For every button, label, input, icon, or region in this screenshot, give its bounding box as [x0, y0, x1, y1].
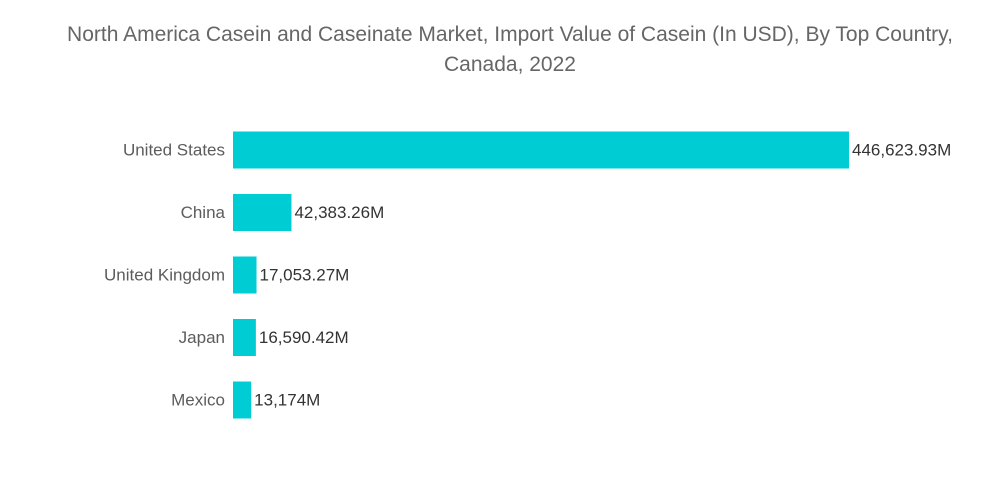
- bar-united-kingdom: [233, 256, 257, 294]
- category-label-china: China: [181, 203, 226, 222]
- bar-united-states: [233, 131, 849, 169]
- category-label-japan: Japan: [179, 328, 225, 347]
- bar-japan: [233, 319, 256, 356]
- category-labels: United States China United Kingdom Japan Mex…: [104, 141, 226, 410]
- value-label-china: 42,383.26M: [294, 203, 384, 222]
- value-labels: 446,623.93M 42,383.26M 17,053.27M 16,590.42…: [254, 141, 951, 410]
- value-label-united-kingdom: 17,053.27M: [260, 266, 350, 285]
- category-label-united-kingdom: United Kingdom: [104, 266, 225, 285]
- value-label-japan: 16,590.42M: [259, 328, 349, 347]
- bar-china: [233, 194, 292, 231]
- chart-title: North America Casein and Caseinate Marke…: [67, 23, 953, 76]
- bars-layer: [233, 131, 849, 419]
- bar-mexico: [233, 381, 252, 419]
- category-label-united-states: United States: [123, 141, 225, 160]
- value-label-united-states: 446,623.93M: [852, 141, 951, 160]
- category-label-mexico: Mexico: [171, 391, 225, 410]
- value-label-mexico: 13,174M: [254, 391, 320, 410]
